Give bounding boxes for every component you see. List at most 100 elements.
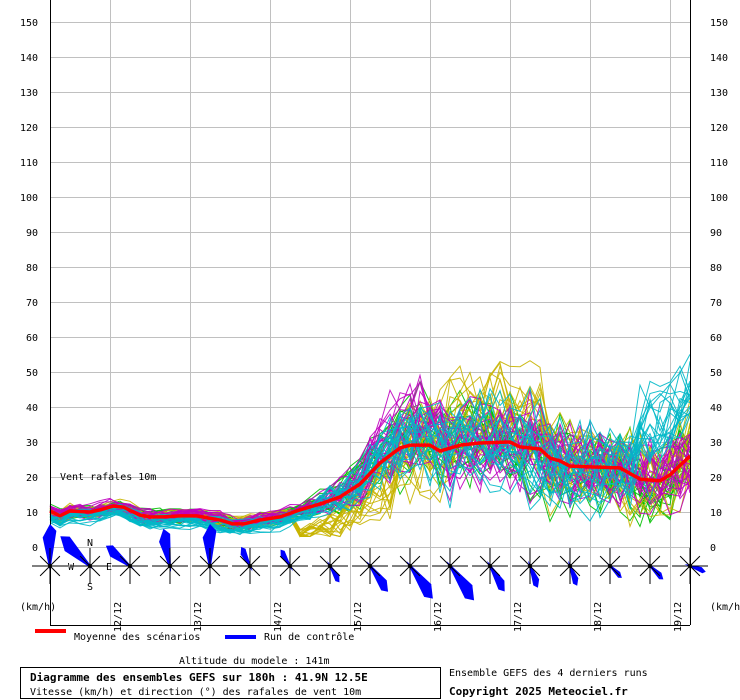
ensemble-member-line <box>49 385 691 533</box>
x-tick-label: 15/12 <box>353 602 364 632</box>
rose-center <box>528 564 532 568</box>
rose-center <box>48 564 52 568</box>
x-tick-label: 12/12 <box>113 602 124 632</box>
y-tick-label-left: 20 <box>26 473 38 484</box>
rose-center <box>88 564 92 568</box>
rose-spoke <box>679 555 691 567</box>
rose-center <box>208 564 212 568</box>
legend-control-swatch <box>225 635 256 639</box>
y-tick-label-right: 130 <box>710 88 728 99</box>
chart-title: Diagramme des ensembles GEFS sur 180h : … <box>30 671 368 684</box>
wind-direction-wedge <box>159 528 172 572</box>
y-tick-label-right: 10 <box>710 508 722 519</box>
grid <box>50 0 690 625</box>
wind-rose <box>232 546 268 584</box>
wind-direction-wedge <box>366 561 389 592</box>
rose-spoke <box>279 555 291 567</box>
wind-direction-wedge <box>327 560 340 583</box>
rose-spoke <box>569 555 581 567</box>
rose-spoke <box>409 555 421 567</box>
rose-spoke <box>369 565 381 577</box>
y-tick-label-left: 10 <box>26 508 38 519</box>
rose-spoke <box>689 555 701 567</box>
rose-center <box>608 564 612 568</box>
title-box <box>20 667 441 699</box>
y-tick-label-left: 110 <box>20 158 38 169</box>
rose-spoke <box>359 565 371 577</box>
y-tick-label-left: 140 <box>20 53 38 64</box>
ensemble-member-line <box>49 369 691 535</box>
y-tick-label-left: 0 <box>32 543 38 554</box>
rose-spoke <box>409 565 421 577</box>
y-tick-label-left: 30 <box>26 438 38 449</box>
rose-spoke <box>159 565 171 577</box>
rose-spoke <box>279 565 291 577</box>
rose-center <box>168 564 172 568</box>
rose-spoke <box>519 565 531 577</box>
wind-rose <box>472 548 508 592</box>
wind-roses: N S E W <box>32 524 708 601</box>
wind-rose <box>312 548 348 584</box>
y-axis-unit-right: (km/h) <box>710 602 740 613</box>
ensemble-member-line <box>49 424 691 530</box>
rose-spoke <box>129 565 141 577</box>
rose-spoke <box>239 555 251 567</box>
x-tick-labels: 12/12 13/12 14/12 15/12 16/12 17/12 18/12 19/12 <box>113 602 684 632</box>
rose-spoke <box>439 565 451 577</box>
y-tick-label-right: 110 <box>710 158 728 169</box>
wind-rose <box>352 548 389 592</box>
rose-spoke <box>249 555 261 567</box>
rose-spoke <box>199 555 211 567</box>
rose-spoke <box>479 565 491 577</box>
y-tick-label-left: 100 <box>20 193 38 204</box>
rose-spoke <box>289 565 301 577</box>
axes <box>50 0 691 626</box>
rose-spoke <box>79 565 91 577</box>
y-tick-label-right: 20 <box>710 473 722 484</box>
ensemble-members <box>49 354 691 538</box>
rose-spoke <box>39 565 51 577</box>
y-tick-label-right: 100 <box>710 193 728 204</box>
chart-subtitle: Vitesse (km/h) et direction (°) des rafa… <box>30 687 361 698</box>
rose-spoke <box>649 565 661 577</box>
rose-spoke <box>599 565 611 577</box>
rose-spoke <box>209 555 221 567</box>
rose-spoke <box>249 565 261 577</box>
y-tick-label-right: 90 <box>710 228 722 239</box>
compass-label-e: E <box>106 562 112 573</box>
rose-spoke <box>679 565 691 577</box>
y-tick-label-right: 30 <box>710 438 722 449</box>
legend-control-label: Run de contrôle <box>264 631 354 643</box>
rose-center <box>328 564 332 568</box>
wind-direction-wedge <box>280 549 293 572</box>
rose-spoke <box>489 565 501 577</box>
rose-center <box>488 564 492 568</box>
wind-rose: N S E W <box>60 536 112 593</box>
rose-spoke <box>649 555 661 567</box>
y-tick-label-left: 90 <box>26 228 38 239</box>
wind-direction-wedge <box>446 561 475 601</box>
x-tick-label: 14/12 <box>273 602 284 632</box>
legend-mean-label: Moyenne des scénarios <box>74 631 200 643</box>
wind-rose <box>272 548 308 584</box>
mean-line <box>49 440 692 526</box>
y-tick-label-right: 0 <box>710 543 716 554</box>
compass-label-w: W <box>68 562 75 573</box>
rose-spoke <box>599 555 611 567</box>
rose-spoke <box>609 555 621 567</box>
rose-center <box>128 564 132 568</box>
wind-rose <box>392 548 433 599</box>
rose-spoke <box>79 555 91 567</box>
rose-spoke <box>289 555 301 567</box>
rose-spoke <box>689 565 701 577</box>
wind-rose <box>552 548 588 586</box>
rose-spoke <box>529 555 541 567</box>
x-tick-label: 17/12 <box>513 602 524 632</box>
wind-rose <box>192 524 228 584</box>
rose-spoke <box>609 565 621 577</box>
y-tick-label-left: 70 <box>26 298 38 309</box>
rose-center <box>688 564 692 568</box>
y-tick-label-right: 80 <box>710 263 722 274</box>
rose-spoke <box>369 555 381 567</box>
